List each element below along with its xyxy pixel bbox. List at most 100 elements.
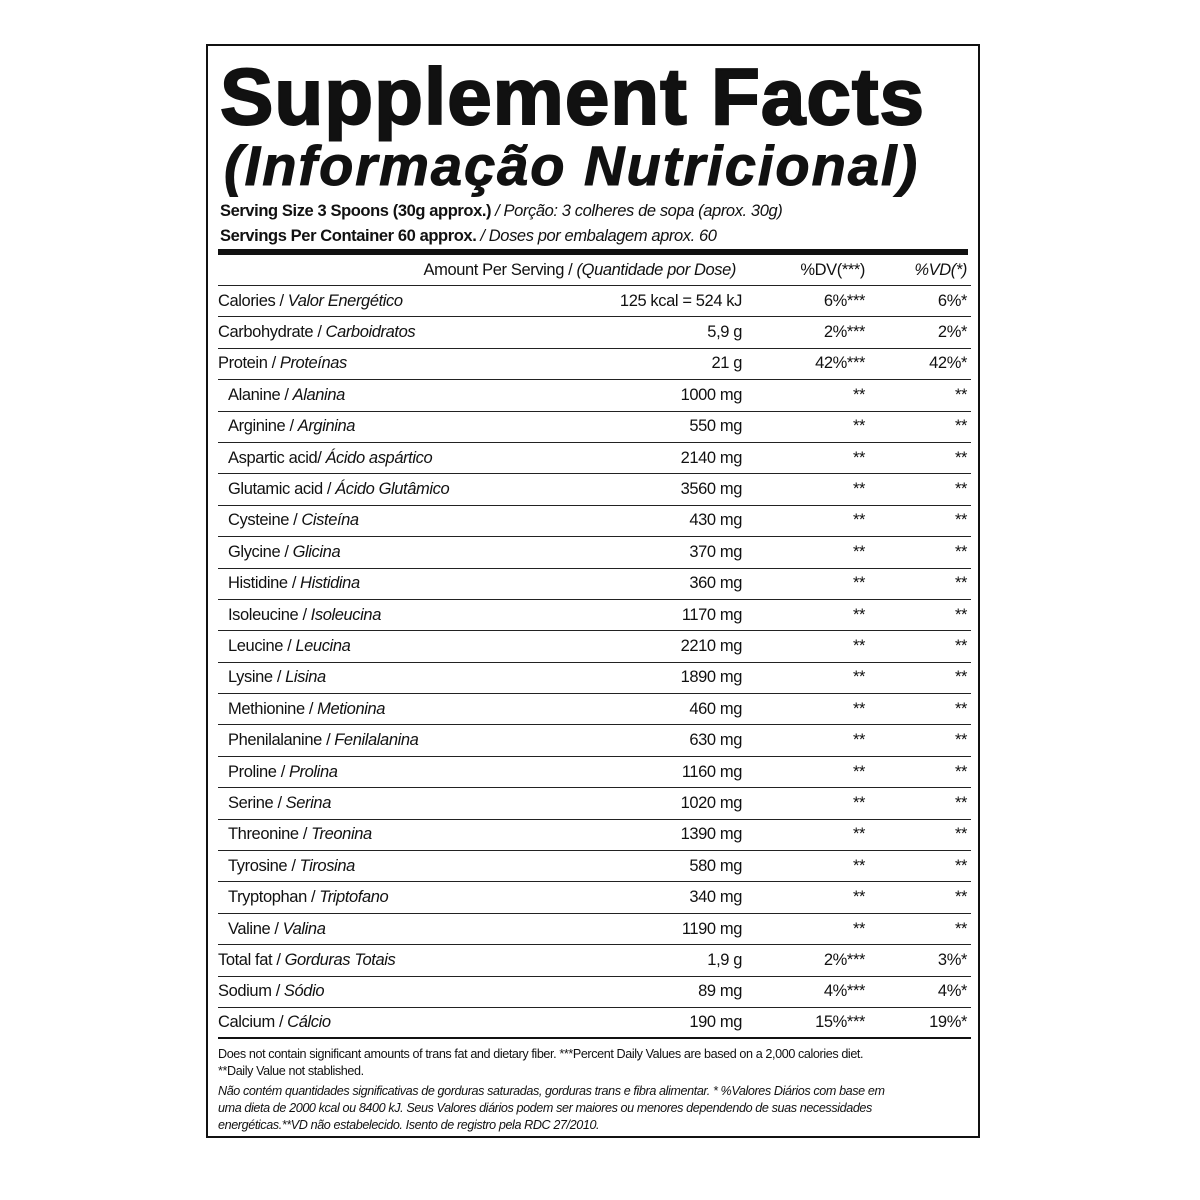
name-en: Tryptophan / [228, 888, 316, 907]
text: (Quantidade por Dose) [576, 261, 737, 279]
note-pt: energéticas.**VD não estabelecido. Isent… [218, 1118, 600, 1132]
amount: 340 mg [689, 888, 742, 907]
nutrient-name: Protein / Proteínas [218, 354, 601, 373]
vd: ** [954, 888, 967, 907]
amount-header: Amount Per Serving / (Quantidade por Dos… [218, 261, 746, 280]
name-en: Carbohydrate / [218, 323, 322, 342]
dv: ** [852, 919, 865, 938]
dv: ** [852, 762, 865, 781]
name-pt: Cisteína [301, 511, 359, 530]
nutrient-row: Sodium / Sódio 89 mg 4%*** 4%* [218, 977, 971, 1008]
nutrient-row: Calories / Valor Energético 125 kcal = 524… [218, 286, 971, 318]
nutrient-name: Carbohydrate / Carboidratos [218, 323, 601, 342]
nutrient-name: Calcium / Cálcio [218, 1013, 601, 1032]
amount: 89 mg [698, 982, 742, 1001]
name-en: Calories / [218, 291, 284, 310]
amount: 1,9 g [707, 950, 742, 969]
vd: ** [954, 385, 967, 404]
vd: ** [954, 636, 967, 655]
vd: ** [954, 511, 967, 530]
nutrient-row: Glutamic acid / Ácido Glutâmico 3560 mg ** *… [218, 474, 971, 506]
name-pt: Carboidratos [325, 323, 416, 342]
amount: 1020 mg [680, 793, 743, 812]
nutrient-row: Carbohydrate / Carboidratos 5,9 g 2%*** 2%* [218, 317, 971, 349]
amount: 1390 mg [680, 825, 743, 844]
vd: ** [954, 762, 967, 781]
name-en: Tyrosine / [228, 856, 296, 875]
title: Supplement Facts [219, 51, 926, 142]
dv: ** [852, 699, 865, 718]
table-header: Amount Per Serving / (Quantidade por Dos… [218, 256, 971, 286]
name-pt: Tirosina [299, 856, 356, 875]
name-pt: Alanina [292, 385, 346, 404]
label: Supplement Facts (Informação Nutricional… [206, 44, 980, 1138]
subtitle: (Informação Nutricional) [223, 134, 920, 198]
vd: ** [954, 668, 967, 687]
amount: 360 mg [689, 574, 742, 593]
nutrient-row: Histidine / Histidina 360 mg ** ** [218, 569, 971, 600]
nutrient-name: Glycine / Glicina [218, 543, 601, 562]
name-en: Isoleucine / [228, 605, 307, 624]
note-en: **Daily Value not stablished. [218, 1064, 364, 1078]
amount: 190 mg [689, 1013, 742, 1032]
amount: 2140 mg [680, 448, 743, 467]
vd: ** [954, 574, 967, 593]
nutrient-name: Tyrosine / Tirosina [218, 857, 601, 876]
nutrient-name: Arginine / Arginina [218, 417, 601, 436]
name-pt: Treonina [311, 825, 372, 844]
name-en: Aspartic acid/ [228, 448, 322, 467]
nutrient-name: Phenilalanine / Fenilalanina [218, 731, 601, 750]
dv: 42%*** [815, 354, 865, 373]
nutrient-row: Arginine / Arginina 550 mg ** ** [218, 412, 971, 443]
name-en: Cysteine / [228, 511, 298, 530]
nutrient-name: Proline / Prolina [218, 763, 601, 782]
dv: ** [852, 417, 865, 436]
note-pt: Não contém quantidades significativas de… [218, 1084, 885, 1098]
name-pt: Valor Energético [287, 291, 403, 310]
name-pt: Valina [282, 919, 326, 938]
name-pt: Prolina [288, 762, 338, 781]
dv: 6%*** [823, 291, 866, 310]
amount: 125 kcal = 524 kJ [619, 291, 742, 310]
name-pt: Serina [285, 793, 332, 812]
dv: ** [852, 542, 865, 561]
nutrient-name: Aspartic acid/Ácido aspártico [218, 449, 601, 468]
name-en: Serine / [228, 793, 282, 812]
nutrient-row: Calcium / Cálcio 190 mg 15%*** 19%* [218, 1008, 971, 1040]
nutrient-row: Serine / Serina 1020 mg ** ** [218, 788, 971, 820]
name-en: Histidine / [228, 574, 297, 593]
nutrient-row: Leucine / Leucina 2210 mg ** ** [218, 631, 971, 663]
dv: 4%*** [823, 982, 866, 1001]
dv: ** [852, 793, 865, 812]
nutrient-row: Cysteine / Cisteína 430 mg ** ** [218, 506, 971, 538]
name-pt: Ácido Glutâmico [335, 480, 450, 499]
nutrient-name: Calories / Valor Energético [218, 292, 601, 311]
nutrient-name: Glutamic acid / Ácido Glutâmico [218, 480, 601, 499]
nutrient-name: Leucine / Leucina [218, 637, 601, 656]
dv: ** [852, 480, 865, 499]
name-en: Alanine / [228, 385, 289, 404]
name-pt: Arginina [297, 417, 356, 436]
vd: ** [954, 731, 967, 750]
nutrient-row: Threonine / Treonina 1390 mg ** ** [218, 820, 971, 852]
name-en: Calcium / [218, 1013, 284, 1032]
amount: 1160 mg [681, 762, 743, 781]
dv: 15%*** [815, 1013, 865, 1032]
name-en: Total fat / [218, 950, 281, 969]
name-en: Valine / [228, 919, 279, 938]
vd: ** [954, 605, 967, 624]
vd-header: %VD(*) [914, 261, 967, 279]
vd: 42%* [929, 354, 967, 373]
dv: ** [852, 385, 865, 404]
nutrient-name: Serine / Serina [218, 794, 601, 813]
nutrient-row: Aspartic acid/Ácido aspártico 2140 mg ** ** [218, 443, 971, 475]
name-pt: Gorduras Totais [284, 950, 396, 969]
amount: 1890 mg [680, 668, 743, 687]
vd: ** [954, 542, 967, 561]
dv: ** [852, 511, 865, 530]
dv: 2%*** [823, 323, 866, 342]
name-pt: Proteínas [279, 354, 347, 373]
nutrient-name: Tryptophan / Triptofano [218, 888, 601, 907]
vd: 6%* [937, 291, 967, 310]
serving-size: Serving Size 3 Spoons (30g approx.) / Por… [220, 202, 783, 221]
